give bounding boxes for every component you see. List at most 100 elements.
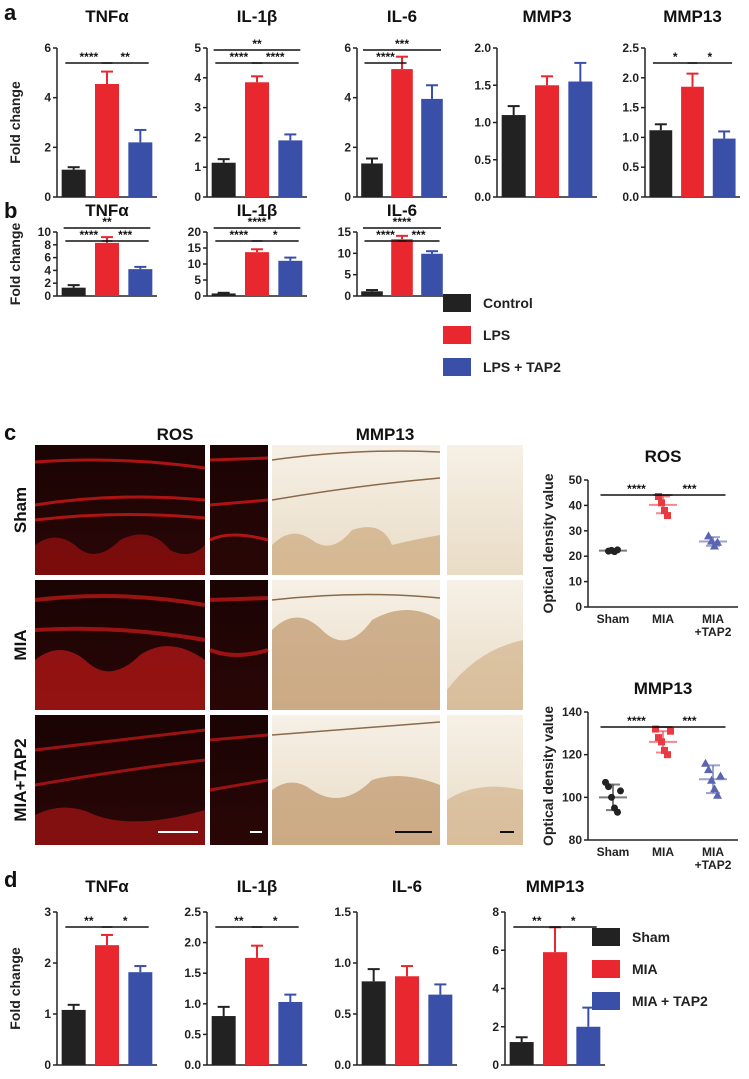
bar	[361, 291, 383, 296]
y-tick-label: 5	[194, 273, 201, 287]
x-tick-label: Sham	[597, 845, 630, 859]
bar	[278, 140, 303, 197]
panel-label: d	[4, 867, 17, 892]
bar	[278, 1001, 303, 1065]
bar	[128, 269, 153, 296]
chart-title: IL-6	[387, 7, 417, 26]
y-tick-label: 0	[344, 190, 351, 204]
y-tick-label: 6	[44, 251, 51, 265]
bar	[543, 952, 567, 1065]
point	[658, 499, 665, 507]
significance-label: ****	[376, 50, 395, 64]
y-tick-label: 120	[562, 748, 582, 762]
bar	[245, 82, 269, 197]
significance-label: ****	[266, 50, 285, 64]
legend-label: MIA + TAP2	[632, 993, 708, 1009]
legend-label: Control	[483, 295, 533, 311]
significance-label: ****	[393, 215, 412, 229]
point	[608, 793, 615, 801]
chart-title: MMP13	[663, 7, 722, 26]
y-tick-label: 20	[569, 549, 583, 563]
y-tick-label: 2	[492, 1020, 499, 1034]
bar	[391, 69, 413, 197]
y-tick-label: 0.0	[622, 190, 639, 204]
significance-label: *	[273, 228, 278, 242]
y-tick-label: 100	[562, 790, 582, 804]
bar	[61, 287, 86, 296]
significance-label: *	[571, 914, 576, 928]
y-tick-label: 6	[344, 41, 351, 55]
significance-label: ***	[118, 228, 132, 242]
legend-swatch	[592, 992, 620, 1010]
y-axis-label: Fold change	[7, 947, 23, 1030]
y-tick-label: 0	[194, 190, 201, 204]
point	[710, 784, 719, 793]
bar	[421, 98, 443, 197]
y-tick-label: 1	[44, 1007, 51, 1021]
bar	[128, 142, 153, 197]
point	[716, 771, 725, 780]
y-tick-label: 4	[194, 71, 201, 85]
y-tick-label: 0	[492, 1058, 499, 1072]
x-tick-label-line: +TAP2	[695, 858, 732, 872]
x-tick-label-line: Sham	[597, 612, 630, 626]
bar	[95, 84, 119, 197]
y-tick-label: 1.5	[334, 905, 351, 919]
y-tick-label: 30	[569, 524, 583, 538]
y-tick-label: 0.5	[334, 1007, 351, 1021]
significance-label: ****	[627, 714, 646, 728]
chart-title: IL-1β	[237, 7, 278, 26]
y-tick-label: 2.0	[474, 41, 491, 55]
significance-label: ***	[411, 228, 425, 242]
bar	[509, 1042, 534, 1065]
bar	[278, 260, 303, 296]
y-tick-label: 0	[194, 289, 201, 303]
x-tick-label: Sham	[597, 612, 630, 626]
bar	[211, 1016, 236, 1065]
y-tick-label: 1	[194, 160, 201, 174]
y-tick-label: 0.0	[474, 190, 491, 204]
y-tick-label: 2.0	[622, 71, 639, 85]
significance-label: **	[84, 914, 94, 928]
y-tick-label: 0.0	[334, 1058, 351, 1072]
legend-label: Sham	[632, 929, 670, 945]
significance-label: ****	[627, 482, 646, 496]
image-row-label: Sham	[11, 487, 30, 533]
significance-label: *	[707, 50, 712, 64]
point	[664, 512, 671, 520]
legend-swatch	[443, 358, 471, 376]
y-tick-label: 1.0	[334, 956, 351, 970]
panel-label: c	[4, 420, 16, 445]
significance-label: ***	[682, 714, 696, 728]
bar	[395, 976, 419, 1065]
chart-title: TNFα	[85, 877, 129, 896]
significance-label: *	[273, 914, 278, 928]
significance-label: ****	[79, 228, 98, 242]
x-tick-label: MIA	[652, 845, 674, 859]
x-tick-label-line: +TAP2	[695, 625, 732, 639]
point	[617, 787, 624, 795]
point	[614, 808, 621, 816]
ros-images	[34, 445, 269, 845]
point	[655, 493, 662, 501]
bar	[245, 252, 269, 296]
x-tick-label: MIA +TAP2	[695, 612, 732, 639]
significance-label: ***	[395, 37, 409, 51]
significance-label: *	[123, 914, 128, 928]
y-tick-label: 10	[569, 575, 583, 589]
bar	[568, 81, 593, 197]
y-tick-label: 15	[338, 225, 352, 239]
bar	[428, 994, 453, 1065]
y-tick-label: 1.5	[622, 101, 639, 115]
bar	[501, 115, 526, 197]
y-tick-label: 15	[188, 241, 202, 255]
chart-title: IL-1β	[237, 201, 278, 220]
image-grid: ROS MMP13 Sham MIA MIA+TAP2	[11, 425, 523, 845]
y-axis-label: Fold change	[7, 81, 23, 164]
point	[704, 765, 713, 774]
legend-swatch	[592, 960, 620, 978]
image-row-label: MIA+TAP2	[11, 738, 30, 821]
y-tick-label: 3	[194, 101, 201, 115]
bar	[712, 138, 736, 197]
chart-title: IL-6	[387, 201, 417, 220]
